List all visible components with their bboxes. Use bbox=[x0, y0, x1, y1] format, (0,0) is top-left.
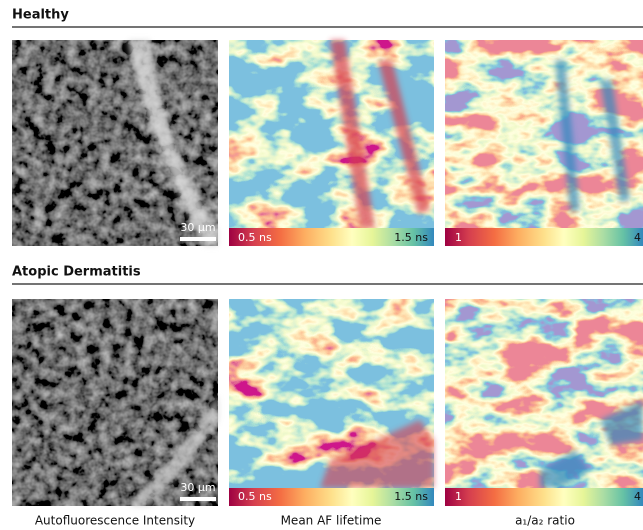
lifetime-map: 0.5 ns 1.5 ns bbox=[229, 299, 434, 506]
colorbar-min: 1 bbox=[455, 231, 462, 244]
colorbar-max: 1.5 ns bbox=[394, 490, 428, 503]
ratio-map: 1 4 bbox=[445, 299, 643, 506]
colorbar-max: 4 bbox=[634, 231, 641, 244]
ratio-map: 1 4 bbox=[445, 40, 643, 246]
scale-bar-label: 30 µm bbox=[180, 481, 215, 494]
colorbar-min: 0.5 ns bbox=[238, 231, 272, 244]
column-caption: Mean AF lifetime bbox=[281, 514, 382, 528]
colorbar-max: 4 bbox=[634, 490, 641, 503]
lifetime-map: 0.5 ns 1.5 ns bbox=[229, 40, 434, 246]
figure: Healthy 30 µm 0.5 ns 1.5 ns 1 4 Atopic D… bbox=[0, 0, 643, 530]
intensity-image: 30 µm bbox=[12, 40, 218, 246]
column-caption: Autofluorescence Intensity bbox=[35, 514, 195, 528]
section-title: Healthy bbox=[12, 8, 69, 23]
intensity-image: 30 µm bbox=[12, 299, 218, 506]
section-title: Atopic Dermatitis bbox=[12, 265, 141, 280]
column-caption: a₁/a₂ ratio bbox=[515, 514, 575, 528]
colorbar-max: 1.5 ns bbox=[394, 231, 428, 244]
scale-bar-label: 30 µm bbox=[180, 221, 215, 234]
colorbar-min: 0.5 ns bbox=[238, 490, 272, 503]
colorbar-min: 1 bbox=[455, 490, 462, 503]
